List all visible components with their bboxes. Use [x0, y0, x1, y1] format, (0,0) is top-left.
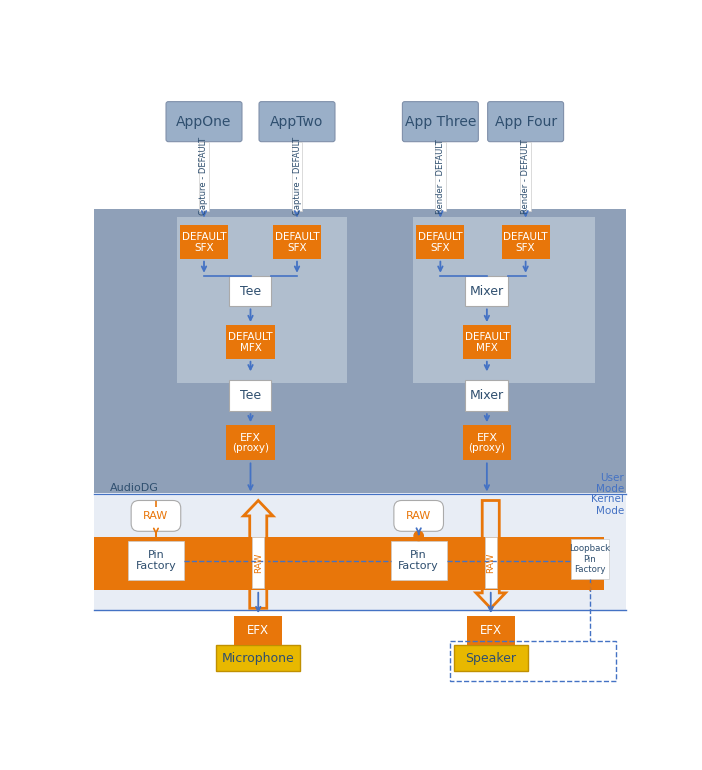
- FancyBboxPatch shape: [227, 325, 274, 359]
- FancyBboxPatch shape: [463, 325, 511, 359]
- FancyBboxPatch shape: [128, 541, 184, 580]
- FancyBboxPatch shape: [484, 537, 497, 588]
- FancyBboxPatch shape: [94, 496, 625, 610]
- Text: SFX: SFX: [287, 243, 307, 253]
- FancyBboxPatch shape: [166, 102, 242, 142]
- Text: RAW: RAW: [253, 553, 263, 573]
- Text: Render - DEFAULT: Render - DEFAULT: [521, 139, 530, 214]
- Text: DEFAULT: DEFAULT: [182, 233, 226, 242]
- FancyBboxPatch shape: [394, 500, 444, 531]
- Text: DEFAULT: DEFAULT: [503, 233, 548, 242]
- FancyBboxPatch shape: [259, 102, 335, 142]
- Text: Tee: Tee: [240, 285, 261, 297]
- FancyBboxPatch shape: [391, 541, 446, 580]
- Text: SFX: SFX: [430, 243, 450, 253]
- FancyBboxPatch shape: [229, 276, 272, 306]
- FancyBboxPatch shape: [453, 645, 528, 671]
- FancyBboxPatch shape: [180, 225, 228, 259]
- Text: App Four: App Four: [495, 115, 557, 129]
- Text: Microphone: Microphone: [222, 652, 295, 665]
- FancyBboxPatch shape: [199, 142, 209, 211]
- FancyBboxPatch shape: [229, 380, 272, 411]
- Text: DEFAULT: DEFAULT: [228, 333, 273, 342]
- Text: User
Mode: User Mode: [596, 473, 624, 494]
- FancyBboxPatch shape: [465, 380, 508, 411]
- Text: EFX: EFX: [479, 624, 502, 637]
- Text: RAW: RAW: [406, 511, 431, 521]
- Text: DEFAULT: DEFAULT: [418, 233, 463, 242]
- Text: Kernel
Mode: Kernel Mode: [591, 494, 624, 516]
- FancyBboxPatch shape: [413, 217, 595, 383]
- Text: MFX: MFX: [239, 343, 261, 353]
- Text: RAW: RAW: [486, 553, 495, 573]
- FancyBboxPatch shape: [571, 539, 609, 579]
- Text: Capture - DEFAULT: Capture - DEFAULT: [199, 137, 208, 216]
- FancyBboxPatch shape: [402, 102, 478, 142]
- FancyBboxPatch shape: [94, 209, 625, 493]
- Text: Render - DEFAULT: Render - DEFAULT: [436, 139, 445, 214]
- FancyBboxPatch shape: [131, 500, 180, 531]
- FancyBboxPatch shape: [435, 142, 446, 211]
- FancyBboxPatch shape: [216, 645, 300, 671]
- FancyBboxPatch shape: [416, 225, 465, 259]
- Text: SFX: SFX: [516, 243, 536, 253]
- FancyBboxPatch shape: [467, 616, 515, 645]
- FancyBboxPatch shape: [465, 276, 508, 306]
- Text: (proxy): (proxy): [468, 444, 505, 453]
- Text: Capture - DEFAULT: Capture - DEFAULT: [293, 137, 301, 216]
- Circle shape: [414, 531, 423, 541]
- Text: RAW: RAW: [143, 511, 168, 521]
- FancyBboxPatch shape: [94, 537, 604, 590]
- Text: Loopback
Pin
Factory: Loopback Pin Factory: [569, 544, 611, 574]
- FancyBboxPatch shape: [291, 142, 303, 211]
- Text: Pin
Factory: Pin Factory: [398, 550, 439, 571]
- Text: AppTwo: AppTwo: [270, 115, 324, 129]
- Text: Mixer: Mixer: [470, 390, 504, 402]
- FancyBboxPatch shape: [463, 425, 511, 460]
- Text: EFX: EFX: [247, 624, 270, 637]
- FancyBboxPatch shape: [234, 616, 282, 645]
- Text: AudioDG: AudioDG: [110, 484, 159, 493]
- Text: DEFAULT: DEFAULT: [274, 233, 319, 242]
- FancyBboxPatch shape: [488, 102, 564, 142]
- Text: EFX: EFX: [477, 434, 498, 443]
- FancyBboxPatch shape: [520, 142, 531, 211]
- Text: EFX: EFX: [240, 434, 261, 443]
- Text: DEFAULT: DEFAULT: [465, 333, 509, 342]
- FancyBboxPatch shape: [177, 217, 347, 383]
- Text: (proxy): (proxy): [232, 444, 269, 453]
- Text: SFX: SFX: [194, 243, 214, 253]
- FancyBboxPatch shape: [273, 225, 321, 259]
- FancyBboxPatch shape: [502, 225, 550, 259]
- FancyBboxPatch shape: [227, 425, 274, 460]
- Text: Pin
Factory: Pin Factory: [135, 550, 176, 571]
- Text: Tee: Tee: [240, 390, 261, 402]
- Text: MFX: MFX: [476, 343, 498, 353]
- FancyBboxPatch shape: [252, 537, 265, 588]
- Text: Speaker: Speaker: [465, 652, 516, 665]
- Text: AppOne: AppOne: [176, 115, 232, 129]
- Text: Mixer: Mixer: [470, 285, 504, 297]
- Text: App Three: App Three: [404, 115, 476, 129]
